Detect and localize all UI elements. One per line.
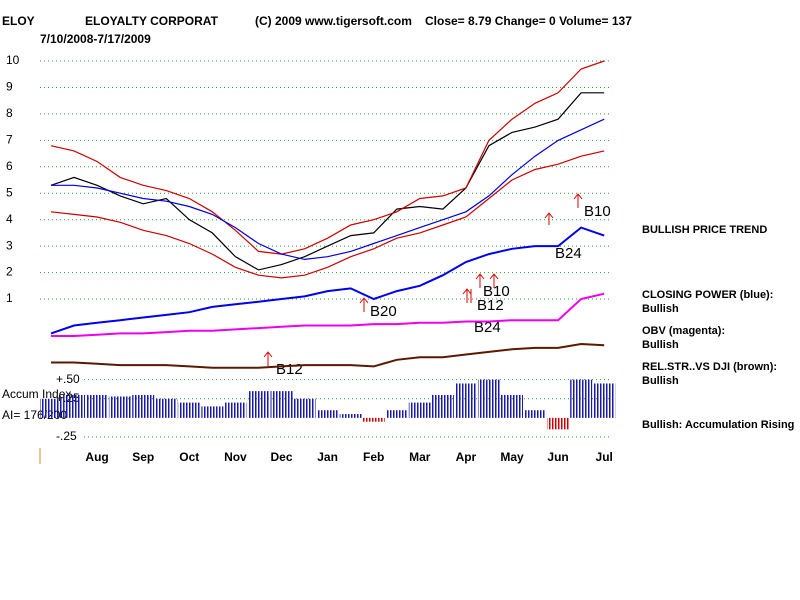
x-tick-label: Oct [179,450,199,464]
bar [339,414,362,418]
signal: B12 [276,361,303,378]
series-line [50,226,605,335]
bar [178,402,201,418]
y-tick-label: 1 [6,291,13,305]
bar [408,402,431,418]
signal-arrows [263,193,583,366]
bar [524,410,547,418]
x-tick-label: May [500,450,524,464]
x-tick-label: Dec [270,450,292,464]
bar [155,398,178,418]
x-tick-label: Jan [317,450,338,464]
y-tick-label: 4 [6,212,13,226]
bar [477,379,500,418]
y-tick-label: 6 [6,159,13,173]
bar [247,391,270,418]
bar [109,396,132,418]
bar [270,391,293,418]
bar [316,410,339,418]
series-line [50,92,605,271]
x-tick-label: Nov [224,450,247,464]
y-tick-label: 2 [6,265,13,279]
bar [570,379,593,418]
series-line [51,292,605,337]
bar [132,394,155,418]
bar [501,394,523,418]
legend-status: Bullish [642,339,679,351]
y-tick-label: 8 [6,106,13,120]
x-tick-label: Apr [456,450,477,464]
bar [293,398,316,418]
bar [593,383,616,418]
signal: B20 [370,303,397,320]
bar [454,383,477,418]
legend-status: Bullish [642,375,679,387]
y-tick-label: 10 [6,53,20,67]
series-line [51,342,605,369]
bar [86,394,109,418]
signal: B24 [555,245,582,262]
x-tick-label: Aug [85,450,108,464]
series-line [50,150,605,279]
x-tick-label: Feb [363,450,384,464]
bar [40,398,62,418]
signal: B10 [584,203,611,220]
y-tick-label: -.25 [56,429,77,443]
bar [63,394,86,418]
legend-label: OBV (magenta): [642,325,725,337]
legend-label: REL.STR..VS DJI (brown): [642,361,777,373]
series-line [51,118,605,261]
bar [224,402,247,418]
x-tick-label: Sep [132,450,154,464]
copyright: (C) 2009 www.tigersoft.com [255,14,412,28]
x-tick-label: Jul [596,450,613,464]
quote: Close= 8.79 Change= 0 Volume= 137 [425,14,632,28]
x-tick-label: Jun [547,450,568,464]
signal: B24 [474,319,501,336]
legend-status: Bullish [642,303,679,315]
bar [547,417,570,430]
symbol: ELOY [2,14,35,28]
signal: B10 [483,283,510,300]
bar [385,410,408,418]
y-tick-label: 7 [6,133,13,147]
y-tick-label: +.50 [56,372,80,386]
x-tick-label: Mar [409,450,431,464]
y-tick-label: 3 [6,238,13,252]
company: ELOYALTY CORPORAT [85,14,219,28]
legend-label: CLOSING POWER (blue): [642,289,773,301]
note: BULLISH PRICE TREND [642,224,767,236]
note: Bullish: Accumulation Rising [642,419,794,431]
y-tick-label: 9 [6,80,13,94]
bar [362,417,385,422]
bar [201,406,224,418]
panel-title: Accum Index [2,387,71,401]
series-line [50,60,605,255]
y-tick-label: 5 [6,185,13,199]
date-range: 7/10/2008-7/17/2009 [40,32,151,46]
bar [431,394,454,418]
signal: B12 [477,297,504,314]
